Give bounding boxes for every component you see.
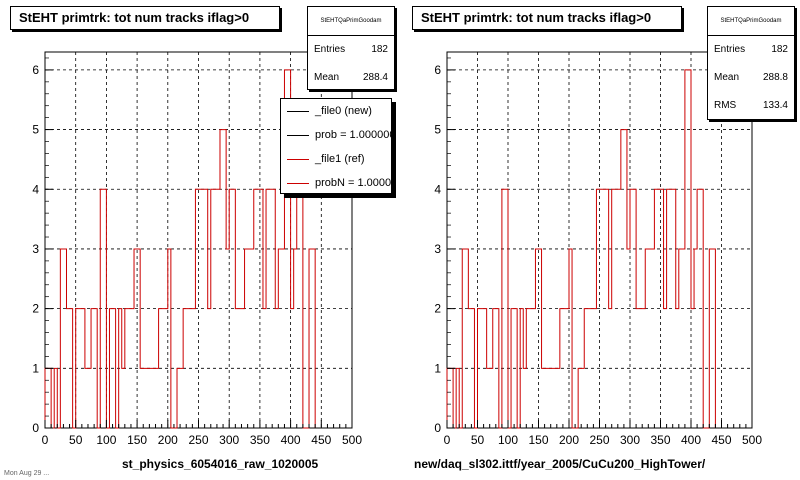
y-tick-label: 3 — [434, 242, 441, 256]
right-stats-mean-label: Mean — [714, 72, 740, 83]
legend-entry: _file0 (new) — [281, 99, 391, 123]
right-stats-entries-label: Entries — [714, 44, 746, 55]
x-tick-label: 250 — [188, 433, 208, 447]
x-tick-label: 50 — [69, 433, 83, 447]
left-stats-box: StEHTQaPrimGoodam Entries 182 Mean 288.4 — [307, 6, 395, 90]
x-tick-label: 350 — [250, 433, 270, 447]
y-tick-label: 1 — [434, 361, 441, 375]
left-stats-row-mean: Mean 288.4 — [308, 64, 394, 92]
left-chart-title: StEHT primtrk: tot num tracks iflag>0 — [10, 6, 280, 30]
left-stats-entries-value: 182 — [371, 44, 388, 55]
x-tick-label: 400 — [281, 433, 301, 447]
legend-label-file1: _file1 (ref) — [315, 153, 365, 165]
legend-label-prob: prob = 1.000000 — [315, 129, 392, 141]
legend-entry: probN = 1.000000 — [281, 171, 392, 193]
x-tick-label: 50 — [471, 433, 485, 447]
left-x-axis-label: st_physics_6054016_raw_1020005 — [122, 457, 319, 471]
y-tick-label: 3 — [32, 242, 39, 256]
x-tick-label: 300 — [219, 433, 239, 447]
y-tick-label: 0 — [434, 421, 441, 435]
x-tick-label: 450 — [711, 433, 731, 447]
right-stats-entries-value: 182 — [771, 44, 788, 55]
x-tick-label: 100 — [498, 433, 518, 447]
x-tick-label: 150 — [528, 433, 548, 447]
left-panel: StEHT primtrk: tot num tracks iflag>0 0 5… — [4, 6, 395, 477]
legend-line-prob — [287, 135, 309, 136]
right-panel: StEHT primtrk: tot num tracks iflag>0 0 5… — [400, 0, 800, 480]
left-stats-header: StEHTQaPrimGoodam — [308, 7, 394, 36]
left-stats-row-entries: Entries 182 — [308, 36, 394, 64]
x-tick-label: 500 — [342, 433, 362, 447]
legend-label-file0: _file0 (new) — [315, 105, 372, 117]
right-stats-row-rms: RMS 133.4 — [708, 92, 794, 120]
right-stats-row-entries: Entries 182 — [708, 36, 794, 64]
y-tick-label: 0 — [32, 421, 39, 435]
x-tick-label: 250 — [589, 433, 609, 447]
right-stats-rms-value: 133.4 — [762, 100, 788, 111]
y-tick-label: 4 — [434, 182, 441, 196]
right-stats-box: StEHTQaPrimGoodam Entries 182 Mean 288.8… — [707, 6, 795, 120]
x-tick-label: 500 — [742, 433, 762, 447]
right-stats-rms-label: RMS — [714, 100, 737, 111]
right-stats-row-mean: Mean 288.8 — [708, 64, 794, 92]
legend-line-file0 — [287, 111, 309, 112]
x-tick-label: 200 — [559, 433, 579, 447]
x-tick-label: 450 — [311, 433, 331, 447]
x-tick-label: 300 — [620, 433, 640, 447]
x-tick-label: 150 — [127, 433, 147, 447]
left-stats-entries-label: Entries — [314, 44, 346, 55]
x-tick-label: 0 — [444, 433, 451, 447]
x-tick-label: 0 — [42, 433, 49, 447]
y-tick-label: 2 — [434, 302, 441, 316]
legend-line-probN — [287, 183, 309, 184]
y-tick-label: 4 — [32, 182, 39, 196]
right-histogram: 0 50 100 150 200 250 300 350 400 450 500 0 1 2 3 4 5 6 — [434, 51, 762, 447]
y-tick-label: 5 — [434, 123, 441, 137]
legend-entry: _file1 (ref) — [281, 147, 391, 171]
right-stats-header: StEHTQaPrimGoodam — [708, 7, 794, 36]
y-tick-label: 6 — [434, 63, 441, 77]
histogram-series — [44, 69, 316, 429]
y-tick-label: 2 — [32, 302, 39, 316]
y-tick-label: 1 — [32, 361, 39, 375]
histogram-series — [446, 69, 716, 429]
legend-line-file1 — [287, 159, 309, 160]
legend-label-probN: probN = 1.000000 — [315, 177, 392, 189]
right-x-axis-label: new/daq_sl302.ittf/year_2005/CuCu200_Hig… — [414, 457, 706, 471]
right-chart-title: StEHT primtrk: tot num tracks iflag>0 — [412, 6, 682, 30]
left-stats-mean-value: 288.4 — [362, 72, 388, 83]
footnote: Mon Aug 29 ... — [4, 470, 50, 477]
x-tick-label: 400 — [681, 433, 701, 447]
left-stats-mean-label: Mean — [314, 72, 340, 83]
right-stats-mean-value: 288.8 — [762, 72, 788, 83]
legend-entry: prob = 1.000000 — [281, 123, 391, 147]
x-tick-label: 350 — [650, 433, 670, 447]
x-tick-label: 200 — [158, 433, 178, 447]
left-legend: _file0 (new) prob = 1.000000 _file1 (ref… — [280, 98, 392, 194]
y-tick-label: 5 — [32, 123, 39, 137]
x-tick-label: 100 — [96, 433, 116, 447]
y-tick-label: 6 — [32, 63, 39, 77]
